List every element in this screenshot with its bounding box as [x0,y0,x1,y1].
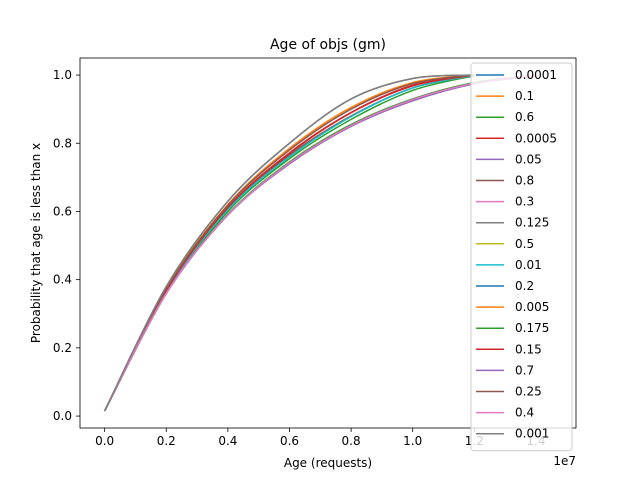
x-tick-label: 1.0 [403,434,422,448]
series-line-15 [103,74,475,412]
y-tick-label: 0.2 [53,341,72,355]
x-tick-label: 0.6 [280,434,299,448]
legend-label: 0.3 [515,195,534,209]
y-axis-ticks: 0.0 0.2 0.4 0.6 0.8 1.0 [53,68,80,423]
x-axis-label: Age (requests) [284,456,372,470]
legend-label: 0.0005 [515,131,557,145]
y-axis-label: Probability that age is less than x [29,143,43,343]
legend-label: 0.0001 [515,68,557,82]
legend: 0.0001 0.1 0.6 0.0005 0.05 0.8 0.3 0.125 0.5 0.01… [470,62,573,452]
legend-label: 0.8 [515,174,534,188]
y-tick-label: 0.8 [53,136,72,150]
legend-label: 0.4 [515,406,534,420]
legend-label: 0.6 [515,110,534,124]
chart-title: Age of objs (gm) [270,37,386,53]
legend-label: 0.15 [515,342,542,356]
x-tick-label: 0.2 [157,434,176,448]
legend-label: 0.1 [515,89,534,103]
y-tick-label: 1.0 [53,68,72,82]
legend-label: 0.25 [515,385,542,399]
legend-label: 0.01 [515,258,542,272]
x-tick-label: 0.8 [342,434,361,448]
legend-label: 0.2 [515,279,534,293]
legend-label: 0.05 [515,152,542,166]
legend-label: 0.175 [515,321,549,335]
series-lines [103,74,537,412]
y-tick-label: 0.6 [53,204,72,218]
x-axis-offset-label: 1e7 [553,454,576,468]
axes-frame [79,57,577,429]
x-tick-label: 0.4 [218,434,237,448]
legend-label: 0.005 [515,300,549,314]
y-tick-label: 0.0 [53,409,72,423]
legend-label: 0.125 [515,216,549,230]
series-line-17 [103,74,475,412]
legend-label: 0.5 [515,237,534,251]
legend-label: 0.7 [515,363,534,377]
y-tick-label: 0.4 [53,273,72,287]
legend-label: 0.001 [515,427,549,441]
x-tick-label: 0.0 [95,434,114,448]
series-line-16 [103,74,537,412]
